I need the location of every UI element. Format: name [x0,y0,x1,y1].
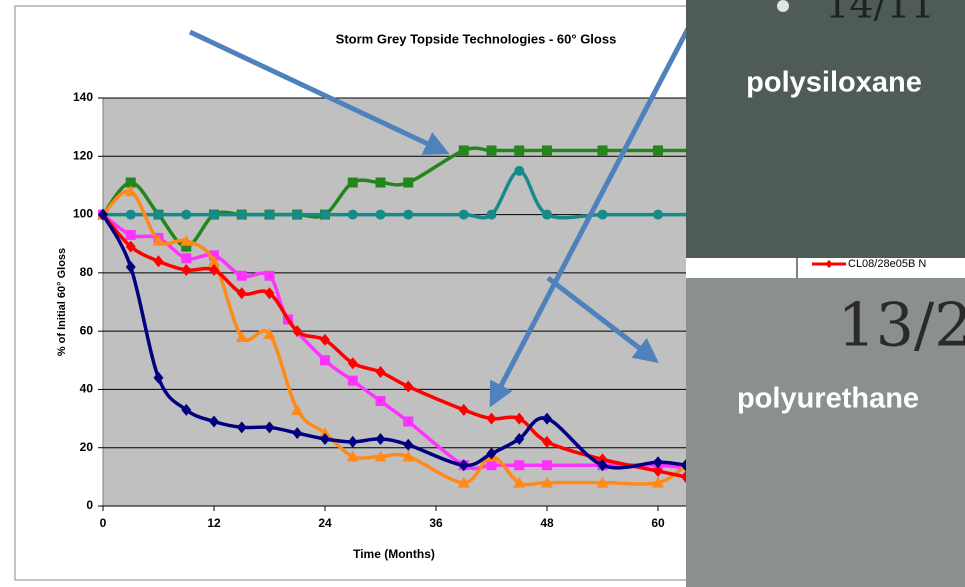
point [542,210,552,220]
point [514,166,524,176]
point [320,355,330,365]
y-tick-label: 120 [73,148,93,162]
x-axis-label: Time (Months) [353,547,435,561]
y-tick-label: 100 [73,207,93,221]
legend-label: CL08/28e05B N [848,258,926,270]
x-tick-label: 36 [429,516,443,530]
point [653,210,663,220]
y-axis-label: % of Initial 60° Gloss [56,248,68,356]
point [348,210,358,220]
point [126,210,136,220]
point [514,145,524,155]
page: Storm Grey Topside Technologies - 60° Gl… [0,0,965,587]
photo-marking: 13/2 [838,291,965,361]
point [209,210,219,220]
point [237,271,247,281]
y-tick-label: 20 [80,440,94,454]
point [598,145,608,155]
y-tick-label: 60 [80,323,94,337]
x-tick-label: 12 [207,516,221,530]
x-tick-label: 24 [318,516,332,530]
photo-marking: 14/11 [825,0,935,27]
point [598,210,608,220]
point [487,145,497,155]
photo-label: polysiloxane [746,67,922,99]
point [376,396,386,406]
point [265,271,275,281]
x-tick-label: 48 [540,516,554,530]
photos: 14/11 polysiloxane CL08/28e05B N 13/2 po… [686,0,965,587]
photo-spot [777,0,789,12]
point [459,210,469,220]
point [348,178,358,188]
chart: Storm Grey Topside Technologies - 60° Gl… [56,31,776,561]
point [403,416,413,426]
point [487,210,497,220]
chart-title: Storm Grey Topside Technologies - 60° Gl… [336,31,617,46]
point [154,210,164,220]
photo [686,0,965,258]
point [348,376,358,386]
point [376,210,386,220]
y-tick-label: 40 [80,382,94,396]
x-tick-label: 0 [100,516,107,530]
point [487,460,497,470]
y-tick-label: 80 [80,265,94,279]
point [653,145,663,155]
point [237,210,247,220]
point [181,253,191,263]
point [514,460,524,470]
y-tick-label: 140 [73,90,93,104]
point [403,210,413,220]
photo-label: polyurethane [737,383,919,415]
point [320,210,330,220]
point [181,210,191,220]
point [265,210,275,220]
x-tick-label: 60 [651,516,665,530]
point [376,178,386,188]
point [542,460,552,470]
point [403,178,413,188]
y-tick-label: 0 [86,498,93,512]
point [542,145,552,155]
point [459,145,469,155]
point [126,230,136,240]
point [292,210,302,220]
